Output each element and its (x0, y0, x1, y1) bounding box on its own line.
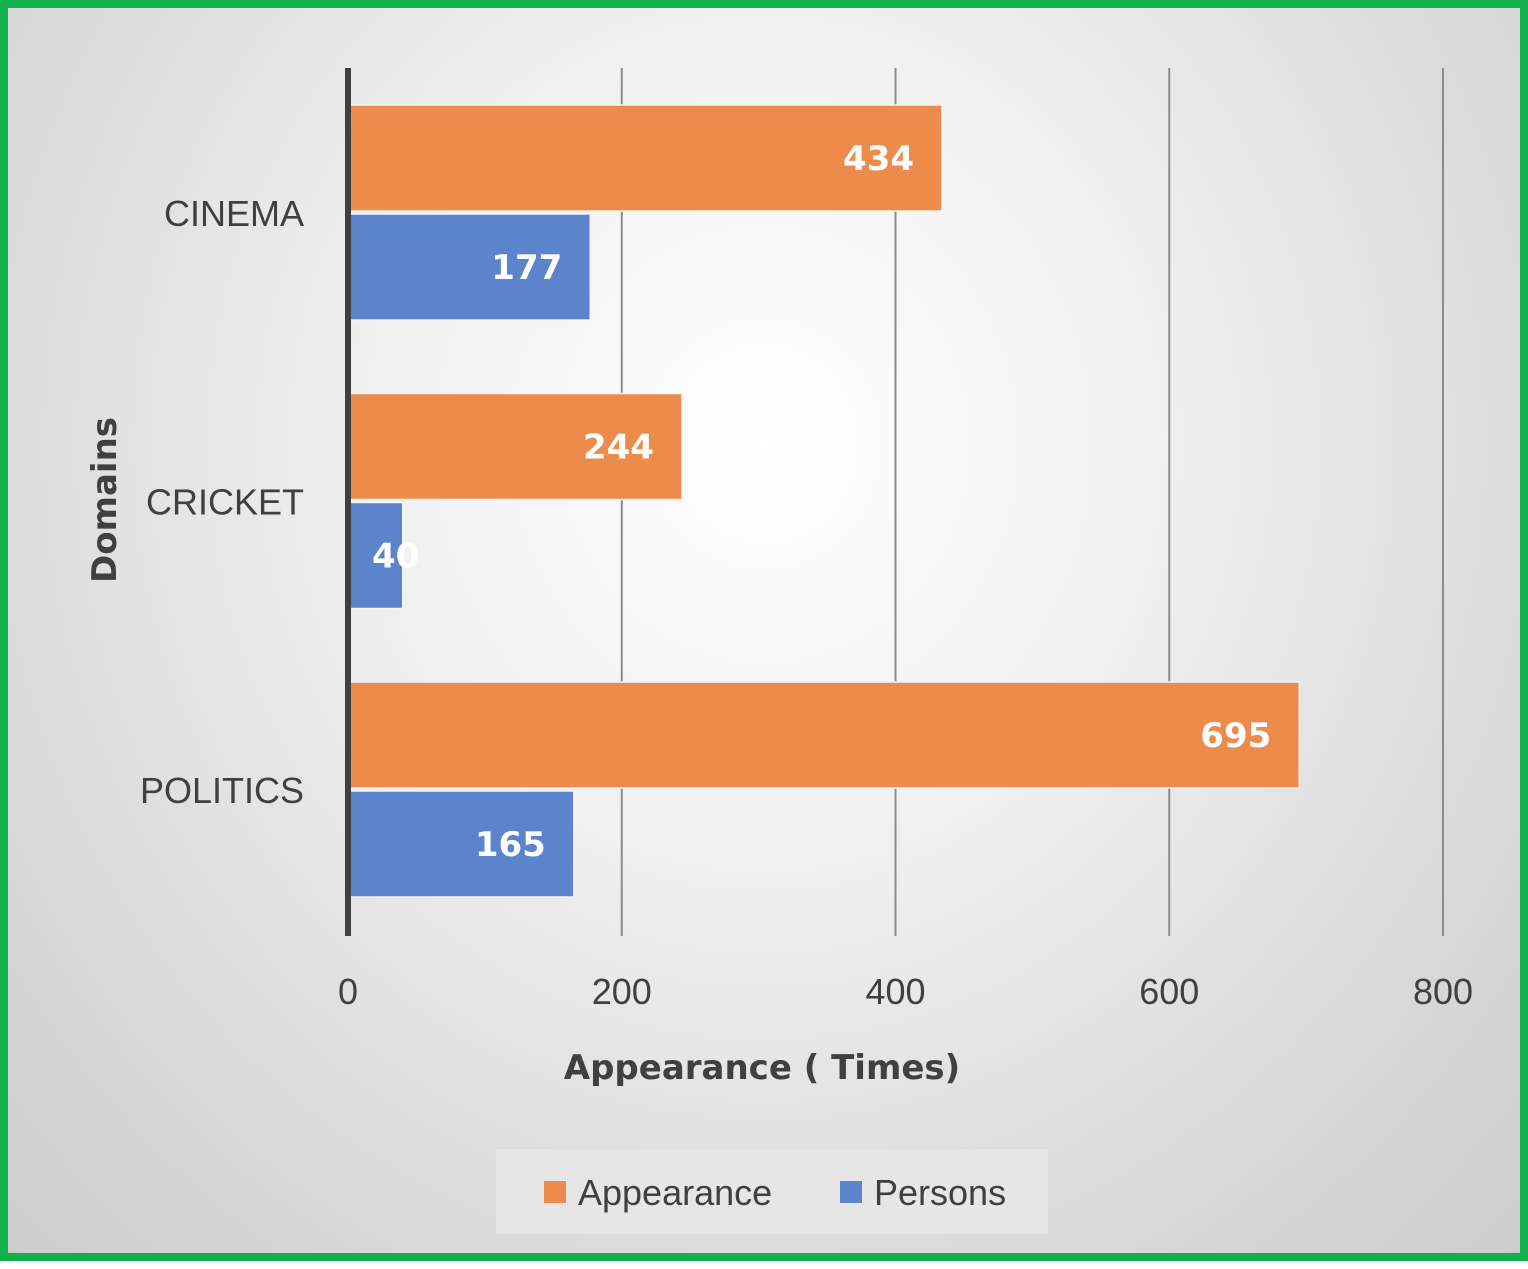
category-label-politics: POLITICS (140, 770, 304, 811)
x-tick-label-400: 400 (865, 971, 925, 1012)
legend-box (496, 1149, 1048, 1234)
bars (347, 104, 1301, 898)
data-label-appearance-politics: 695 (1200, 716, 1271, 756)
x-tick-label-0: 0 (338, 971, 358, 1012)
category-label-cricket: CRICKET (146, 482, 304, 523)
gridlines (620, 68, 1444, 936)
y-axis-title: Domains (85, 417, 125, 583)
bar-persons-cinema (347, 213, 592, 321)
bar-appearance-politics (347, 681, 1301, 789)
data-label-persons-cinema: 177 (491, 248, 562, 288)
x-tick-label-600: 600 (1139, 971, 1199, 1012)
bar-appearance-cricket (347, 392, 683, 501)
legend: Appearance Persons (496, 1149, 1048, 1234)
data-label-persons-politics: 165 (475, 825, 546, 865)
data-labels: 434 177 244 40 695 165 (372, 139, 1271, 865)
category-labels: CINEMA CRICKET POLITICS (140, 193, 304, 811)
x-axis-title: Appearance ( Times) (564, 1048, 960, 1088)
data-label-appearance-cinema: 434 (843, 139, 914, 179)
tick-labels: 0 200 400 600 800 (338, 971, 1473, 1012)
x-tick-label-800: 800 (1413, 971, 1473, 1012)
x-tick-label-200: 200 (592, 971, 652, 1012)
category-label-cinema: CINEMA (164, 193, 304, 234)
legend-swatch-appearance (544, 1181, 566, 1203)
bar-appearance-cinema (347, 104, 943, 212)
data-label-persons-cricket: 40 (372, 537, 419, 577)
legend-label-persons: Persons (874, 1172, 1006, 1213)
data-label-appearance-cricket: 244 (583, 428, 654, 468)
legend-swatch-persons (840, 1181, 862, 1203)
legend-label-appearance: Appearance (578, 1172, 772, 1213)
